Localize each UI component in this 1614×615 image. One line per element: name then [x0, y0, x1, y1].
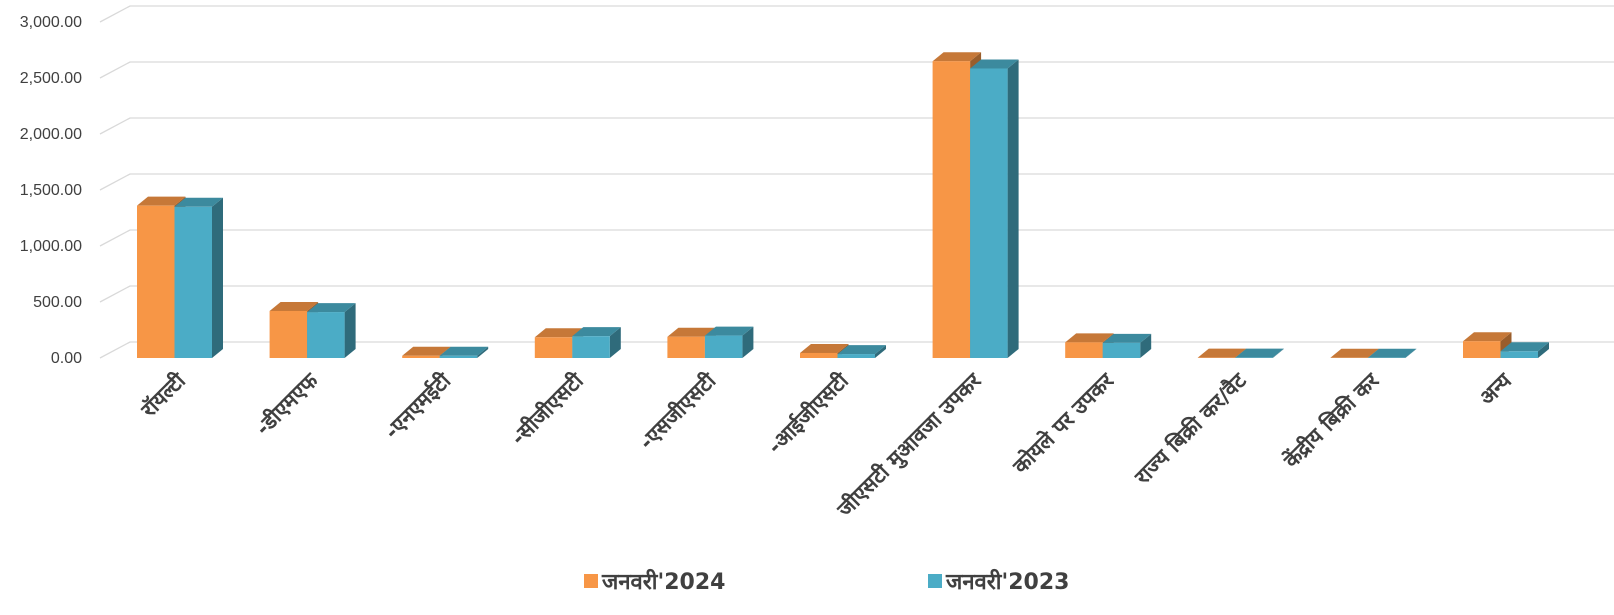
legend-label: जनवरी'2024	[601, 568, 725, 595]
gridline	[99, 229, 1614, 247]
gridline	[99, 173, 1614, 191]
y-tick-label: 500.00	[33, 294, 82, 311]
bar	[1367, 348, 1417, 358]
x-tick-label: राज्य बिक्री कर/वैट	[1129, 367, 1252, 490]
bars	[137, 52, 1549, 358]
bar	[1500, 342, 1549, 358]
x-axis-ticks: रॉयल्टी -डीएमएफ -एनएमईटी -सीजीएसटी -एसजीएसटी…	[135, 367, 1516, 524]
y-tick-label: 2,500.00	[20, 70, 82, 87]
bar	[174, 197, 223, 358]
gridline	[99, 117, 1614, 135]
y-tick-label: 2,000.00	[20, 126, 82, 143]
x-tick-label: जीएसटी मुआवजा उपकर	[831, 367, 988, 524]
bar	[1235, 348, 1284, 358]
gridline	[99, 5, 1614, 23]
x-tick-label: -आईजीएसटी	[762, 367, 854, 459]
bar	[572, 327, 621, 358]
x-tick-label: -एनएमईटी	[379, 367, 456, 444]
bar	[1102, 333, 1152, 358]
legend-item: जनवरी'2024	[584, 568, 725, 595]
bar	[970, 59, 1019, 358]
bar	[837, 345, 886, 358]
x-tick-label: -एसजीएसटी	[634, 367, 722, 455]
x-tick-label: -सीजीएसटी	[506, 367, 589, 450]
legend-label: जनवरी'2023	[945, 568, 1069, 595]
y-axis-ticks: 0.00 500.00 1,000.00 1,500.00 2,000.00 2,500.…	[20, 14, 82, 367]
y-tick-label: 1,000.00	[20, 238, 82, 255]
x-tick-label: रॉयल्टी	[135, 367, 191, 423]
x-tick-label: -डीएमएफ	[250, 367, 323, 440]
bar	[1463, 332, 1512, 358]
gridlines	[99, 5, 1614, 359]
y-tick-label: 1,500.00	[20, 182, 82, 199]
gridline	[99, 285, 1614, 303]
x-tick-label: केंद्रीय बिक्री कर	[1278, 367, 1385, 474]
y-tick-label: 0.00	[51, 350, 82, 367]
bar	[704, 326, 754, 358]
gridline	[99, 61, 1614, 79]
legend-item: जनवरी'2023	[928, 568, 1069, 595]
bar	[439, 346, 489, 358]
legend: जनवरी'2024 जनवरी'2023	[584, 568, 1069, 595]
x-tick-label: कोयले पर उपकर	[1007, 367, 1119, 479]
bar	[307, 303, 356, 358]
legend-swatch	[584, 574, 598, 588]
y-tick-label: 3,000.00	[20, 14, 82, 31]
legend-swatch	[928, 574, 942, 588]
x-tick-label: अन्य	[1475, 368, 1517, 410]
